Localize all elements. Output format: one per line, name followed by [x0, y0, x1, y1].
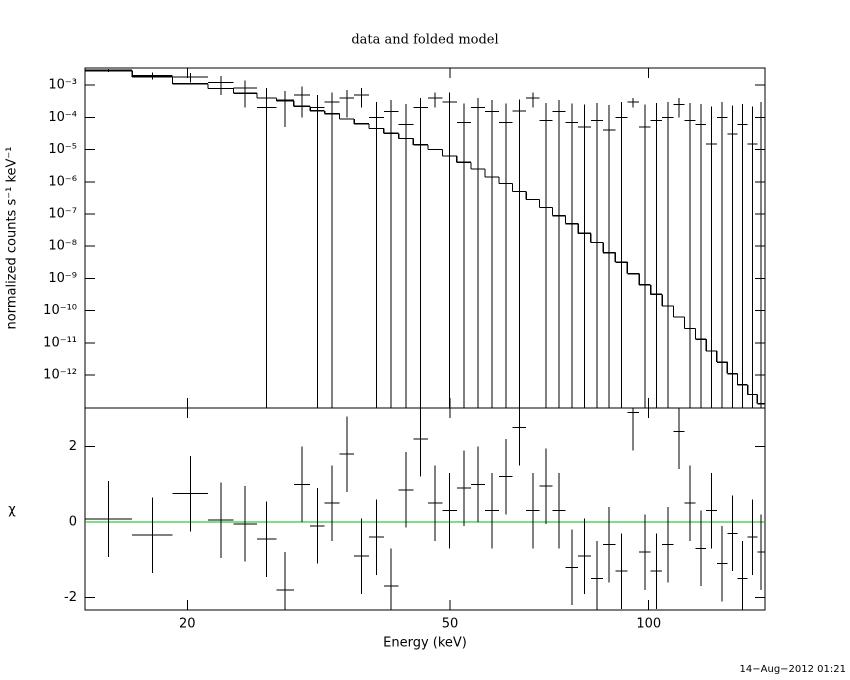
x-axis-label: Energy (keV) — [383, 636, 467, 651]
x-tick-label: 20 — [179, 617, 196, 632]
y-tick-label: 10⁻¹¹ — [43, 335, 77, 350]
x-tick-label: 50 — [442, 617, 459, 632]
y-tick-label: 2 — [69, 439, 77, 454]
y-tick-label: 10⁻⁹ — [48, 271, 77, 286]
y-tick-label: 10⁻¹² — [43, 368, 77, 383]
y-tick-label: -2 — [64, 590, 77, 605]
y-tick-label: 10⁻⁶ — [48, 174, 77, 189]
plot-frame — [84, 67, 766, 409]
y-axis-label: χ — [8, 503, 16, 518]
y-tick-label: 10⁻⁸ — [48, 239, 77, 254]
y-tick-label: 10⁻¹⁰ — [43, 303, 77, 318]
y-tick-label: 10⁻⁵ — [48, 142, 77, 157]
y-tick-label: 0 — [69, 515, 77, 530]
y-tick-label: 10⁻⁴ — [48, 110, 77, 125]
plot-frame — [84, 407, 766, 611]
timestamp: 14−Aug−2012 01:21 — [740, 664, 846, 675]
y-tick-label: 10⁻⁷ — [48, 206, 77, 221]
y-tick-label: 10⁻³ — [48, 78, 77, 93]
y-axis-label: normalized counts s⁻¹ keV⁻¹ — [5, 147, 20, 330]
chart-title: data and folded model — [351, 33, 498, 48]
x-tick-label: 100 — [636, 617, 661, 632]
